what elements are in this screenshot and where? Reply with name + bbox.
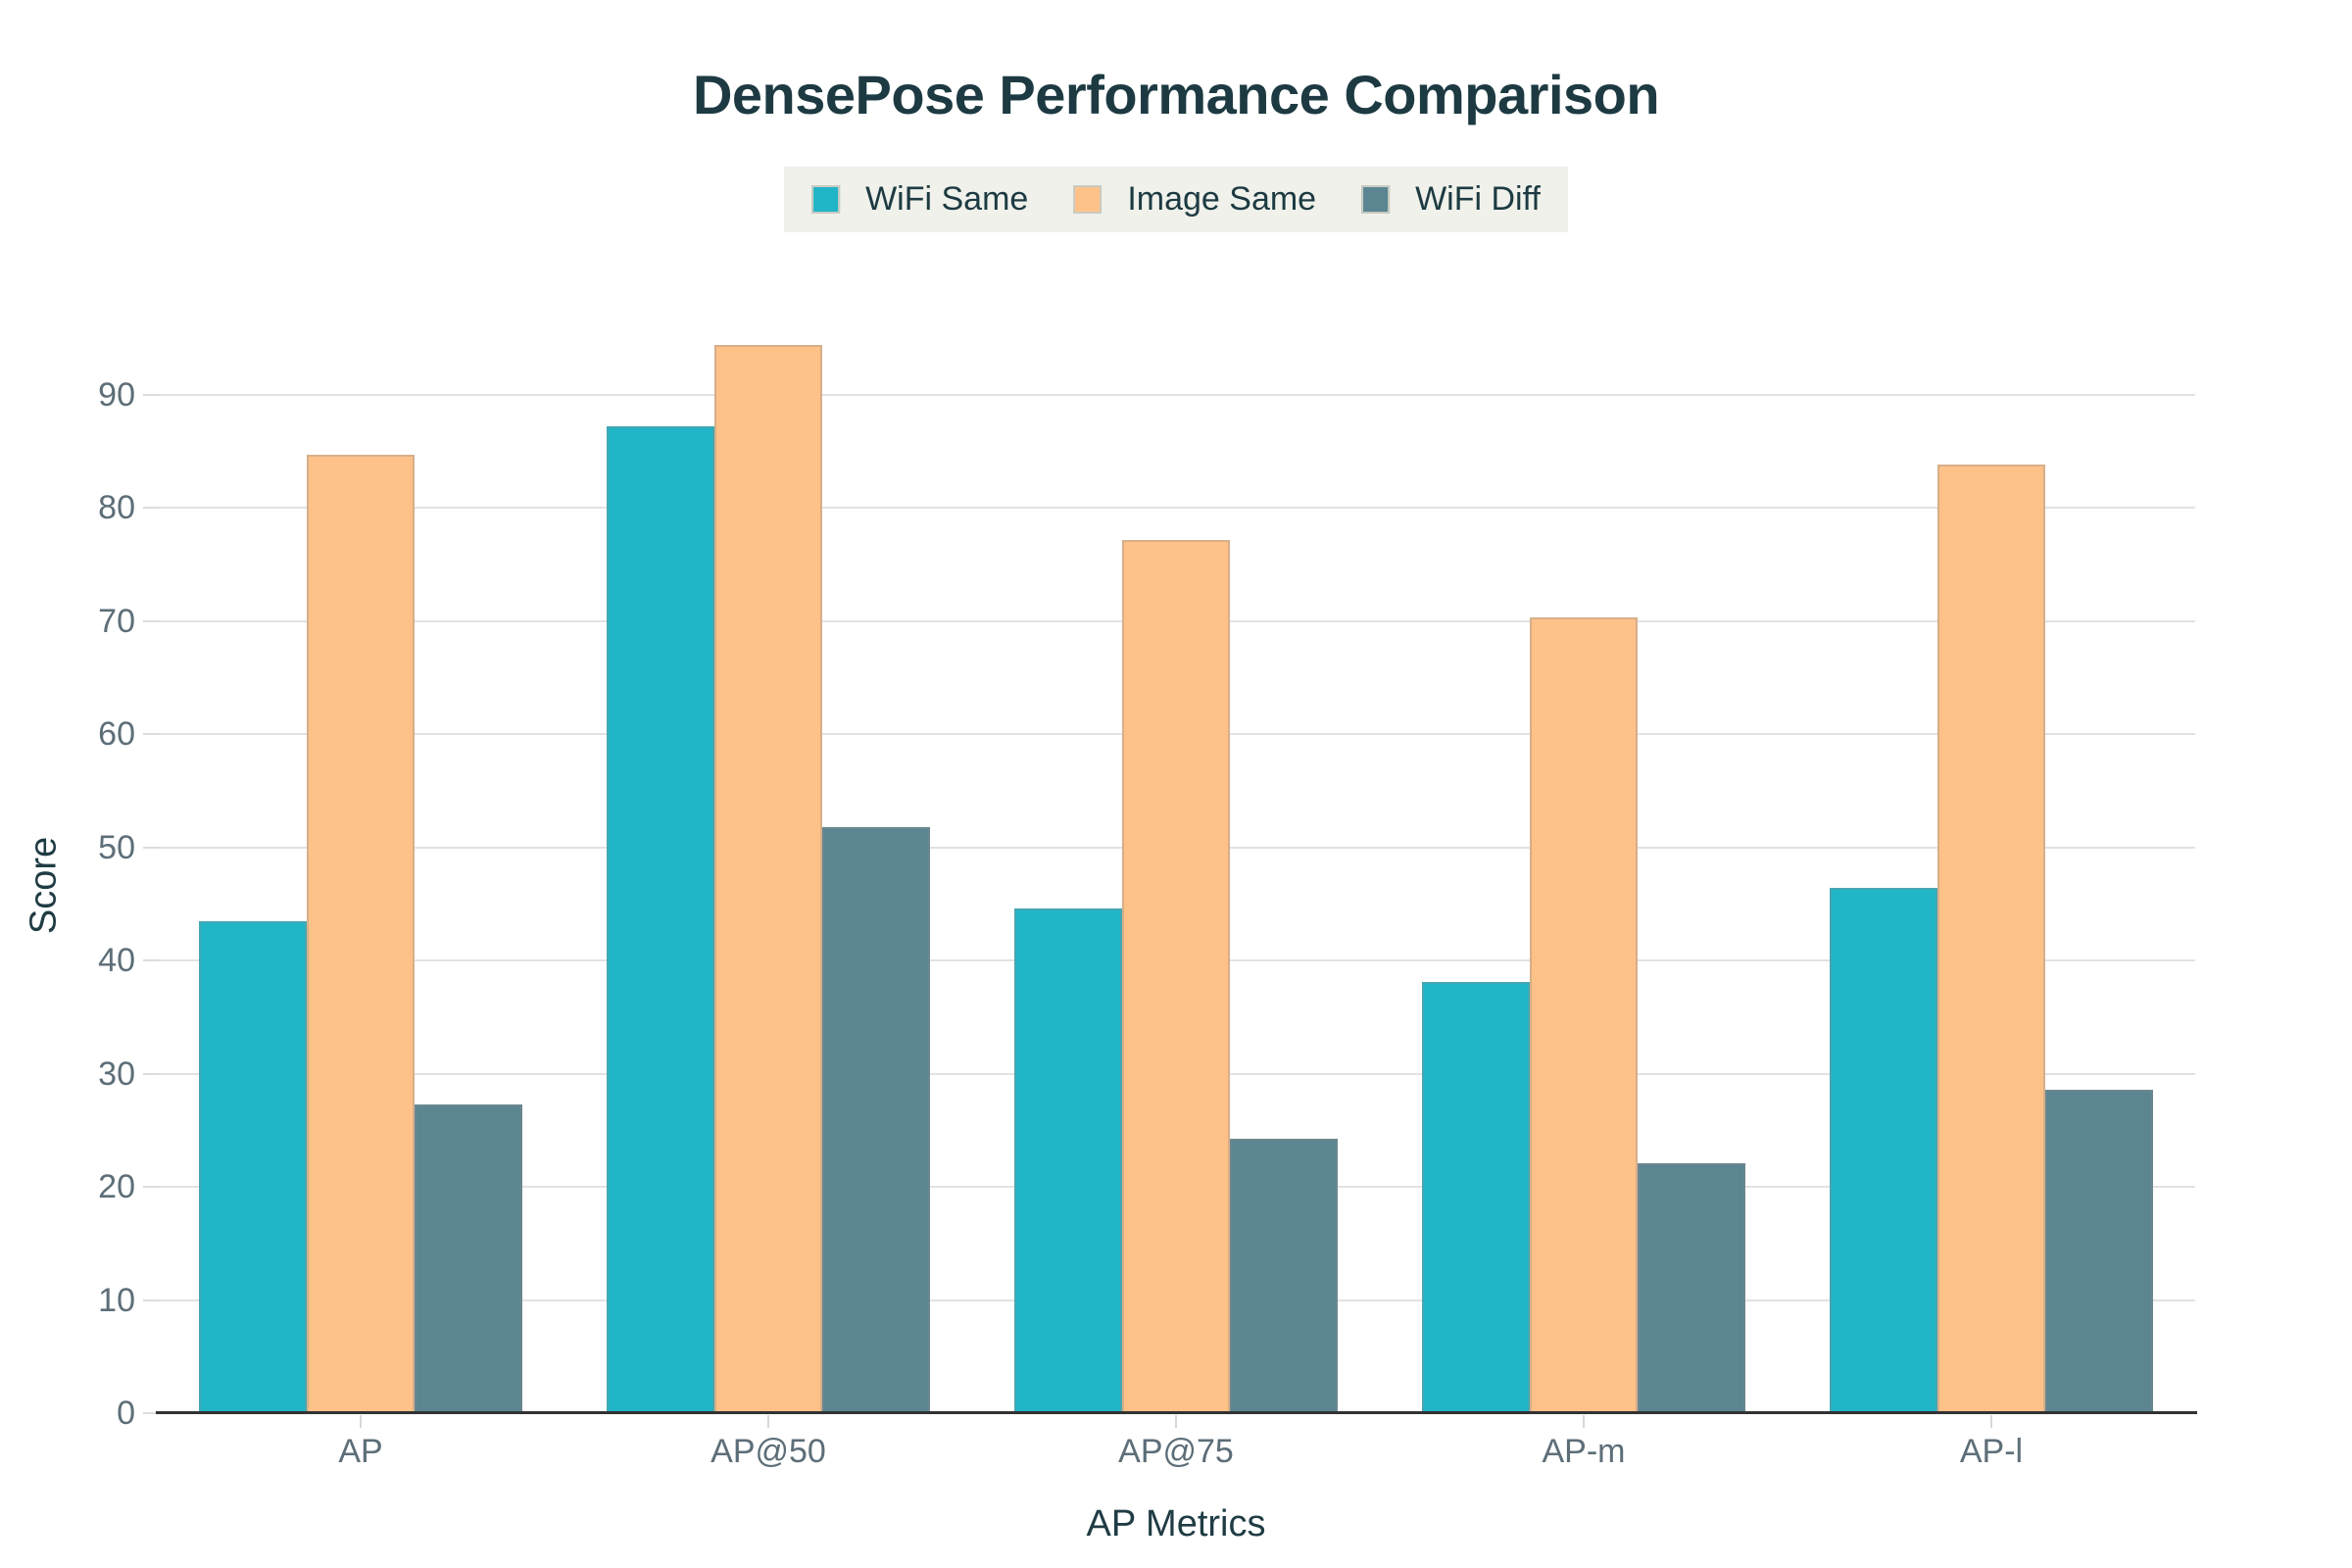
x-tick-label-ap-75: AP@75: [1118, 1433, 1234, 1470]
bar-wifi-same-ap-m[interactable]: [1422, 982, 1530, 1413]
y-tick-label-80: 80: [98, 489, 135, 526]
bar-wifi-same-ap[interactable]: [199, 921, 307, 1413]
x-axis-line: [156, 1411, 2197, 1414]
y-tick-label-40: 40: [98, 942, 135, 979]
bar-image-same-ap-50[interactable]: [714, 345, 822, 1413]
y-tick-label-20: 20: [98, 1168, 135, 1205]
x-tick-mark: [1583, 1415, 1585, 1428]
y-tick-mark: [143, 1186, 159, 1188]
chart-title: DensePose Performance Comparison: [692, 64, 1660, 125]
bar-wifi-diff-ap-m[interactable]: [1638, 1163, 1745, 1413]
y-tick-mark: [143, 733, 159, 735]
legend-item-wifi-same[interactable]: WiFi Same: [811, 180, 1028, 219]
legend-swatch-wifi-diff: [1361, 185, 1391, 214]
bar-wifi-same-ap-50[interactable]: [607, 426, 714, 1413]
gridline-y-90: [157, 393, 2195, 396]
x-tick-mark: [360, 1415, 362, 1428]
legend-swatch-wifi-same: [811, 185, 841, 214]
bar-wifi-same-ap-75[interactable]: [1014, 908, 1122, 1413]
y-tick-mark: [143, 846, 159, 849]
y-tick-mark: [143, 1298, 159, 1301]
bar-wifi-diff-ap-l[interactable]: [2045, 1090, 2153, 1413]
y-tick-label-60: 60: [98, 715, 135, 753]
bar-image-same-ap-75[interactable]: [1122, 540, 1230, 1413]
y-tick-label-50: 50: [98, 828, 135, 866]
legend-item-image-same[interactable]: Image Same: [1073, 180, 1316, 219]
y-tick-label-0: 0: [117, 1395, 135, 1432]
legend-item-wifi-diff[interactable]: WiFi Diff: [1361, 180, 1541, 219]
y-tick-mark: [143, 619, 159, 622]
legend-label-wifi-same: WiFi Same: [865, 180, 1029, 218]
x-tick-mark: [1990, 1415, 1992, 1428]
y-tick-mark: [143, 959, 159, 961]
y-tick-label-10: 10: [98, 1281, 135, 1319]
legend: WiFi Same Image Same WiFi Diff: [784, 167, 1568, 232]
legend-label-image-same: Image Same: [1127, 180, 1317, 218]
x-tick-label-ap-l: AP-l: [1959, 1433, 2024, 1470]
y-tick-mark: [143, 1072, 159, 1075]
y-tick-mark: [143, 1412, 159, 1414]
bar-wifi-same-ap-l[interactable]: [1830, 888, 1937, 1413]
bar-image-same-ap-l[interactable]: [1937, 465, 2045, 1413]
x-tick-label-ap: AP: [338, 1433, 383, 1470]
bar-image-same-ap[interactable]: [307, 455, 415, 1413]
bar-image-same-ap-m[interactable]: [1530, 617, 1638, 1413]
x-tick-mark: [1175, 1415, 1177, 1428]
legend-label-wifi-diff: WiFi Diff: [1415, 180, 1541, 218]
y-tick-mark: [143, 393, 159, 396]
x-axis-title: AP Metrics: [1086, 1503, 1266, 1544]
x-tick-label-ap-m: AP-m: [1542, 1433, 1626, 1470]
bar-wifi-diff-ap-50[interactable]: [822, 827, 930, 1413]
bar-wifi-diff-ap[interactable]: [415, 1104, 522, 1413]
x-tick-label-ap-50: AP@50: [710, 1433, 826, 1470]
x-tick-mark: [767, 1415, 769, 1428]
legend-swatch-image-same: [1073, 185, 1102, 214]
y-tick-mark: [143, 507, 159, 509]
bar-wifi-diff-ap-75[interactable]: [1230, 1139, 1338, 1413]
y-tick-label-70: 70: [98, 602, 135, 640]
y-tick-label-90: 90: [98, 375, 135, 414]
gridline-y-80: [157, 507, 2195, 509]
y-tick-label-30: 30: [98, 1054, 135, 1093]
